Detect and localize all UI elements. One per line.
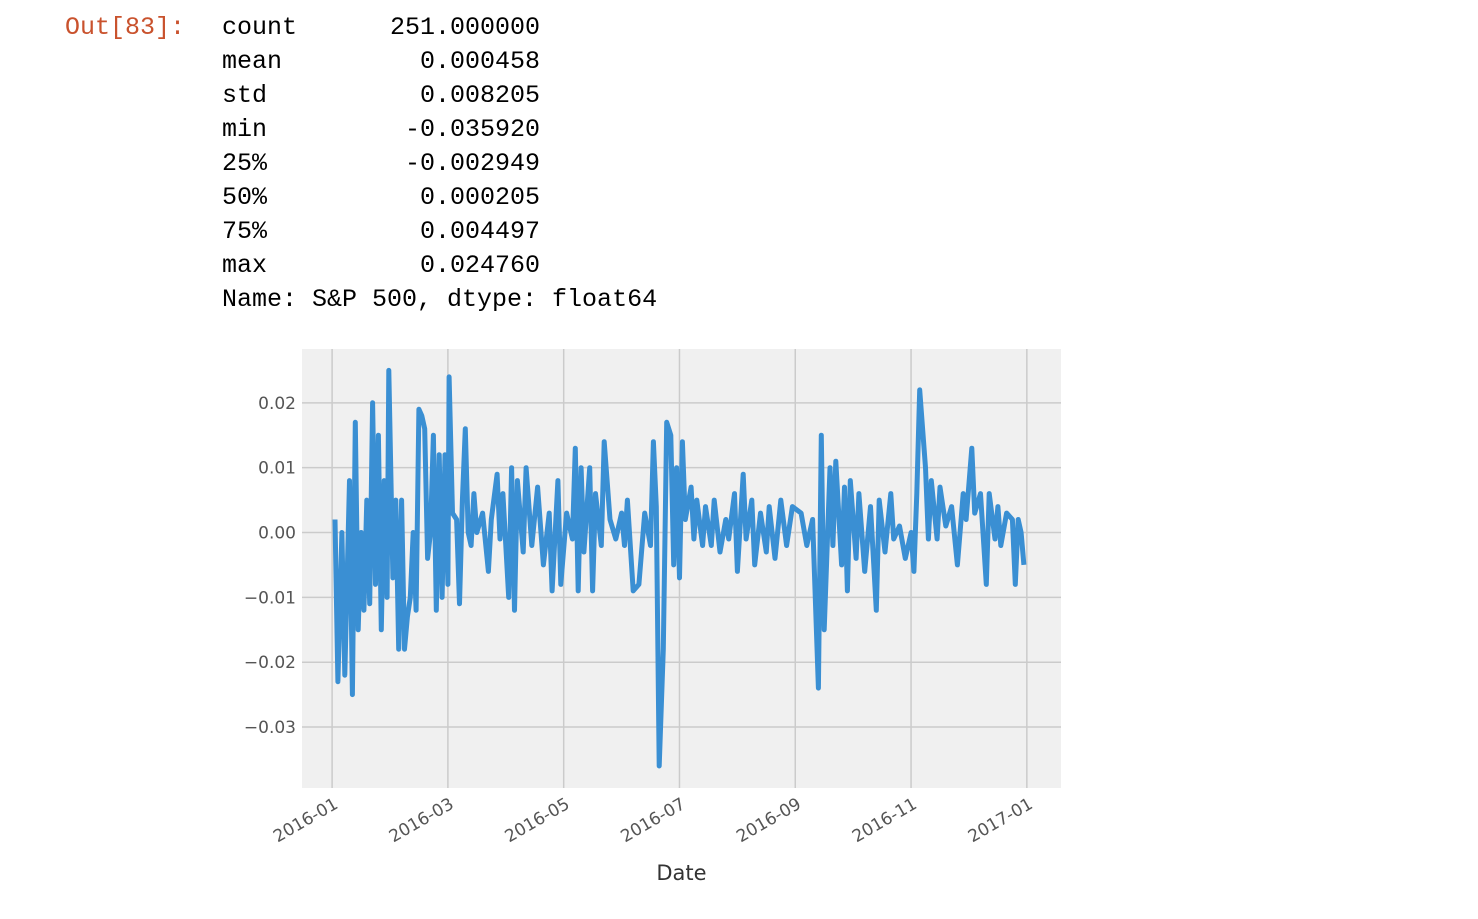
x-tick-label: 2017-01 — [965, 794, 1037, 847]
x-tick-label: 2016-07 — [617, 794, 689, 847]
stat-label: mean — [222, 47, 282, 76]
stat-value: -0.002949 — [405, 149, 540, 178]
stat-label: 75% — [222, 217, 268, 246]
stat-value: -0.035920 — [405, 115, 540, 144]
stat-label: 25% — [222, 149, 268, 178]
stat-value: 0.024760 — [420, 251, 540, 280]
y-tick-label: 0.00 — [258, 524, 296, 544]
x-tick-label: 2016-05 — [502, 794, 574, 847]
x-tick-label: 2016-01 — [270, 794, 342, 847]
stat-label: min — [222, 115, 267, 144]
stat-label: std — [222, 81, 267, 110]
series-line — [332, 367, 1027, 769]
y-tick-label: −0.03 — [244, 718, 296, 738]
x-tick-label: 2016-11 — [849, 794, 921, 847]
stat-value: 0.008205 — [420, 81, 540, 110]
stat-value: 0.004497 — [420, 217, 540, 246]
y-tick-label: −0.02 — [244, 653, 296, 673]
y-tick-label: −0.01 — [244, 588, 296, 608]
series-info: Name: S&P 500, dtype: float64 — [222, 285, 657, 314]
x-tick-label: 2016-03 — [386, 794, 458, 847]
output-prompt: Out[83]: — [65, 13, 185, 42]
stat-label: 50% — [222, 183, 268, 212]
y-tick-label: 0.02 — [258, 394, 296, 414]
x-axis-label: Date — [656, 861, 706, 885]
stat-label: max — [222, 251, 267, 280]
y-tick-label: 0.01 — [258, 459, 296, 479]
x-tick-label: 2016-09 — [733, 794, 805, 847]
stat-value: 0.000205 — [420, 183, 540, 212]
stat-value: 0.000458 — [420, 47, 540, 76]
stat-value: 251.000000 — [390, 13, 540, 42]
stat-label: count — [222, 13, 297, 42]
